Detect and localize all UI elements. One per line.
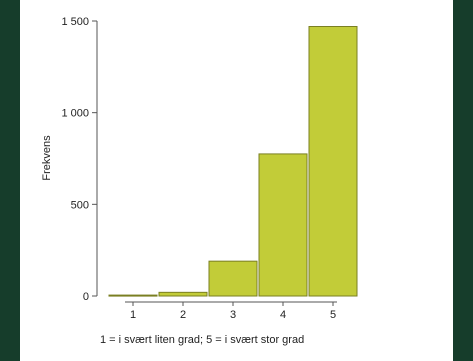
y-tick-label: 0 [83,291,89,303]
bars-group [108,26,358,297]
y-tick-label: 1 000 [61,108,89,120]
bar-2 [158,291,208,297]
x-axis: 1 2 3 4 5 [125,301,337,321]
x-tick-label: 2 [180,309,186,321]
y-tick-label: 500 [71,199,89,211]
bar-1 [108,294,158,297]
bar-3 [208,260,258,297]
x-tick-label: 1 [130,309,136,321]
x-tick-label: 3 [230,309,236,321]
x-axis-label: 1 = i svært liten grad; 5 = i svært stor… [100,334,304,346]
x-tick-label: 4 [280,309,286,321]
x-tick-label: 5 [330,309,336,321]
y-tick-label: 1 500 [61,16,89,28]
y-axis: 0 500 1 000 1 500 [61,16,98,303]
chart-panel [20,0,453,361]
bar-5 [308,26,358,297]
y-axis-label: Frekvens [41,135,53,181]
bar-4 [258,153,308,297]
